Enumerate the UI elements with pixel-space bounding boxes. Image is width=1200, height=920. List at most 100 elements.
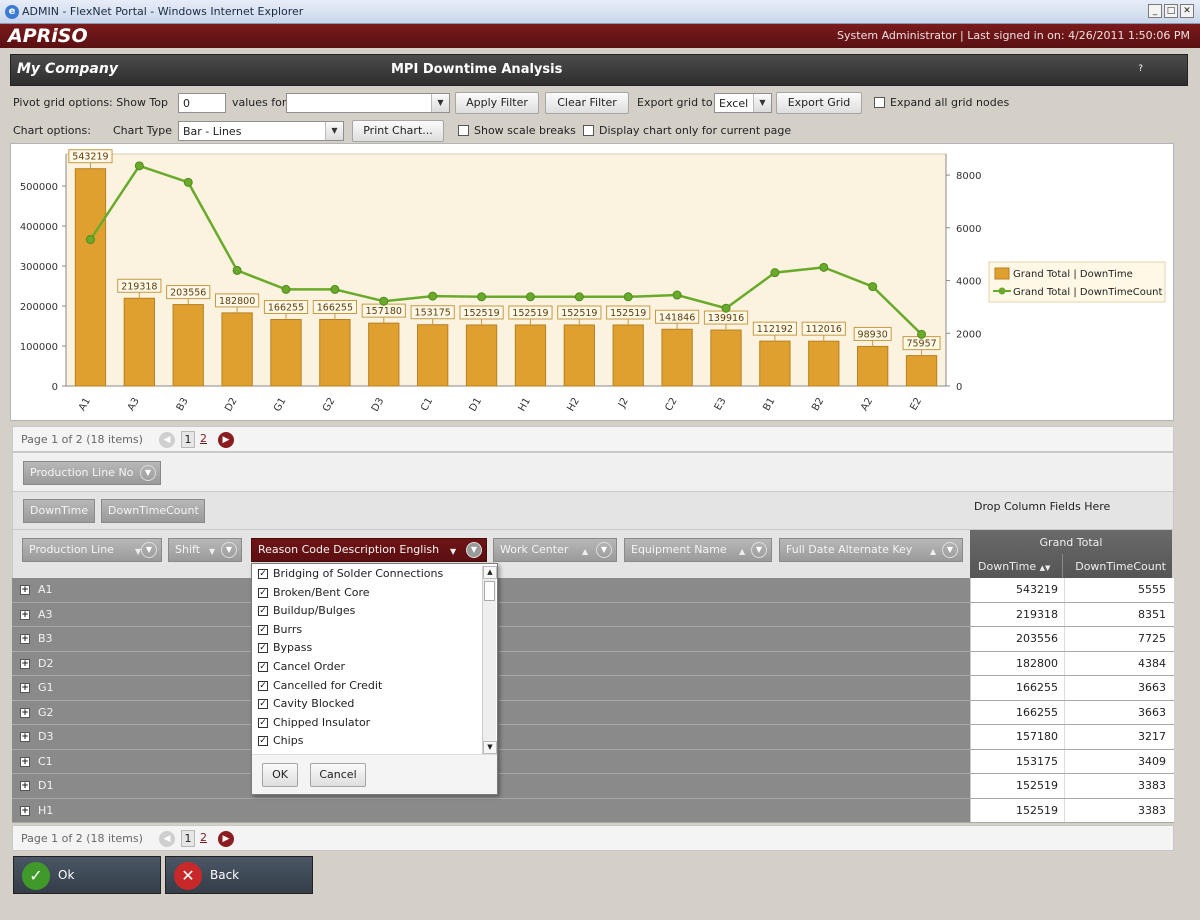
filter-option[interactable]: ✓ Broken/Bent Core bbox=[253, 584, 482, 603]
chevron-down-icon[interactable]: ▼ bbox=[942, 542, 958, 558]
expand-all-checkbox[interactable] bbox=[874, 97, 885, 108]
expand-icon[interactable]: + bbox=[20, 634, 30, 644]
minimize-button[interactable]: _ bbox=[1148, 4, 1162, 18]
page-1-button[interactable]: 1 bbox=[181, 431, 195, 448]
checked-checkbox-icon[interactable]: ✓ bbox=[258, 661, 268, 672]
bar bbox=[368, 322, 400, 387]
field-production-line-no[interactable]: Production Line No ▼ bbox=[23, 461, 161, 485]
ok-button[interactable]: ✓ Ok bbox=[13, 856, 161, 894]
expand-icon[interactable]: + bbox=[20, 683, 30, 693]
next-page-icon[interactable]: ▶ bbox=[218, 432, 234, 448]
page-2-link[interactable]: 2 bbox=[200, 831, 207, 844]
legend-label: Grand Total | DownTimeCount bbox=[1013, 287, 1163, 298]
x-tick-label: G1 bbox=[272, 396, 289, 414]
checked-checkbox-icon[interactable]: ✓ bbox=[258, 680, 268, 691]
data-field-zone: DownTime DownTimeCount bbox=[12, 492, 1174, 530]
filter-option[interactable]: ✓ Cancelled for Credit bbox=[253, 677, 482, 696]
legend-label: Grand Total | DownTime bbox=[1013, 269, 1133, 280]
line-point bbox=[183, 177, 193, 187]
current-page-checkbox[interactable] bbox=[583, 125, 594, 136]
next-page-icon[interactable]: ▶ bbox=[218, 831, 234, 847]
popup-ok-button[interactable]: OK bbox=[262, 763, 298, 787]
popup-cancel-button[interactable]: Cancel bbox=[310, 763, 366, 787]
chevron-down-icon[interactable]: ▼ bbox=[466, 542, 482, 558]
filter-option[interactable]: ✓ Buildup/Bulges bbox=[253, 602, 482, 621]
filter-option[interactable]: ✓ Chips bbox=[253, 732, 482, 751]
page-1-button[interactable]: 1 bbox=[181, 830, 195, 847]
expand-icon[interactable]: + bbox=[20, 585, 30, 595]
prev-page-icon[interactable]: ◀ bbox=[159, 831, 175, 847]
checked-checkbox-icon[interactable]: ✓ bbox=[258, 569, 268, 579]
filter-option[interactable]: ✓ Bridging of Solder Connections bbox=[253, 565, 482, 584]
scroll-thumb[interactable] bbox=[484, 581, 495, 601]
checked-checkbox-icon[interactable]: ✓ bbox=[258, 699, 268, 710]
checked-checkbox-icon[interactable]: ✓ bbox=[258, 643, 268, 654]
filter-option[interactable]: ✓ Bypass bbox=[253, 639, 482, 658]
apply-filter-button[interactable]: Apply Filter bbox=[455, 92, 539, 114]
checked-checkbox-icon[interactable]: ✓ bbox=[258, 606, 268, 617]
expand-icon[interactable]: + bbox=[20, 609, 30, 620]
downtime-cell: 157180 bbox=[970, 725, 1064, 749]
checked-checkbox-icon[interactable]: ✓ bbox=[258, 624, 268, 635]
close-button[interactable]: ✕ bbox=[1180, 4, 1194, 18]
filter-option[interactable]: ✓ Cancel Order bbox=[253, 658, 482, 677]
values-for-select[interactable]: ▼ bbox=[286, 93, 450, 113]
chevron-down-icon[interactable]: ▼ bbox=[596, 542, 612, 558]
chart-svg: 0 100000 200000 300000 400000 500000 0 2000 4000… bbox=[20, 149, 1166, 414]
filter-option[interactable]: ✓ Burrs bbox=[253, 621, 482, 640]
prev-page-icon[interactable]: ◀ bbox=[159, 432, 175, 448]
x-tick-label: D3 bbox=[370, 396, 387, 414]
export-format-select[interactable]: Excel ▼ bbox=[714, 93, 772, 113]
export-format-value: Excel bbox=[719, 97, 749, 110]
downtimecount-cell: 5555 bbox=[1064, 578, 1174, 602]
maximize-button[interactable]: □ bbox=[1164, 4, 1178, 18]
field-reason-code[interactable]: Reason Code Description English ▼ ▼ bbox=[251, 538, 487, 562]
data-label-box bbox=[410, 305, 455, 320]
popup-scrollbar[interactable]: ▲ ▼ bbox=[482, 566, 497, 754]
line-point bbox=[85, 235, 95, 245]
field-work-center[interactable]: Work Center ▲ ▼ bbox=[493, 538, 617, 562]
col-downtimecount-header[interactable]: DownTimeCount bbox=[1075, 560, 1166, 573]
downtime-chart: 0 100000 200000 300000 400000 500000 0 2000 4000… bbox=[10, 143, 1174, 421]
export-grid-button[interactable]: Export Grid bbox=[776, 92, 862, 114]
filter-option-label: Broken/Bent Core bbox=[273, 585, 370, 599]
scroll-down-icon[interactable]: ▼ bbox=[483, 741, 497, 754]
chevron-down-icon[interactable]: ▼ bbox=[221, 542, 237, 558]
field-equipment-name[interactable]: Equipment Name ▲ ▼ bbox=[624, 538, 772, 562]
field-shift[interactable]: Shift ▼ ▼ bbox=[168, 538, 242, 562]
drop-column-zone[interactable]: Drop Column Fields Here bbox=[974, 500, 1111, 513]
y-tick-label: 300000 bbox=[20, 262, 58, 273]
downtime-cell: 182800 bbox=[970, 651, 1064, 675]
chevron-down-icon[interactable]: ▼ bbox=[141, 542, 157, 558]
chevron-down-icon[interactable]: ▼ bbox=[140, 465, 156, 481]
chevron-down-icon[interactable]: ▼ bbox=[751, 542, 767, 558]
filter-option[interactable]: ✓ Cavity Blocked bbox=[253, 695, 482, 714]
expand-icon[interactable]: + bbox=[20, 732, 30, 742]
field-full-date[interactable]: Full Date Alternate Key ▲ ▼ bbox=[779, 538, 963, 562]
help-link[interactable]: ? bbox=[1138, 64, 1143, 74]
page-2-link[interactable]: 2 bbox=[200, 432, 207, 445]
x-tick-label: H1 bbox=[517, 396, 533, 414]
checked-checkbox-icon[interactable]: ✓ bbox=[258, 717, 268, 728]
checked-checkbox-icon[interactable]: ✓ bbox=[258, 587, 268, 598]
field-production-line[interactable]: Production Line ▼ ▼ bbox=[22, 538, 162, 562]
expand-icon[interactable]: + bbox=[20, 658, 30, 669]
expand-icon[interactable]: + bbox=[20, 805, 30, 816]
field-downtime[interactable]: DownTime bbox=[23, 499, 95, 523]
clear-filter-button[interactable]: Clear Filter bbox=[545, 92, 629, 114]
filter-option[interactable]: ✓ Chipped Insulator bbox=[253, 714, 482, 733]
back-button[interactable]: ✕ Back bbox=[165, 856, 313, 894]
expand-icon[interactable]: + bbox=[20, 756, 30, 767]
y-tick-label: 200000 bbox=[20, 302, 58, 313]
print-chart-button[interactable]: Print Chart... bbox=[352, 120, 444, 142]
col-label: DownTime bbox=[978, 560, 1037, 573]
show-top-input[interactable]: 0 bbox=[178, 93, 226, 113]
field-downtimecount[interactable]: DownTimeCount bbox=[101, 499, 205, 523]
scale-breaks-checkbox[interactable] bbox=[458, 125, 469, 136]
checked-checkbox-icon[interactable]: ✓ bbox=[258, 736, 268, 747]
expand-icon[interactable]: + bbox=[20, 707, 30, 718]
col-downtime-header[interactable]: DownTime ▲▼ bbox=[978, 560, 1050, 573]
chart-type-select[interactable]: Bar - Lines ▼ bbox=[178, 121, 344, 141]
expand-icon[interactable]: + bbox=[20, 781, 30, 791]
scroll-up-icon[interactable]: ▲ bbox=[483, 566, 497, 579]
